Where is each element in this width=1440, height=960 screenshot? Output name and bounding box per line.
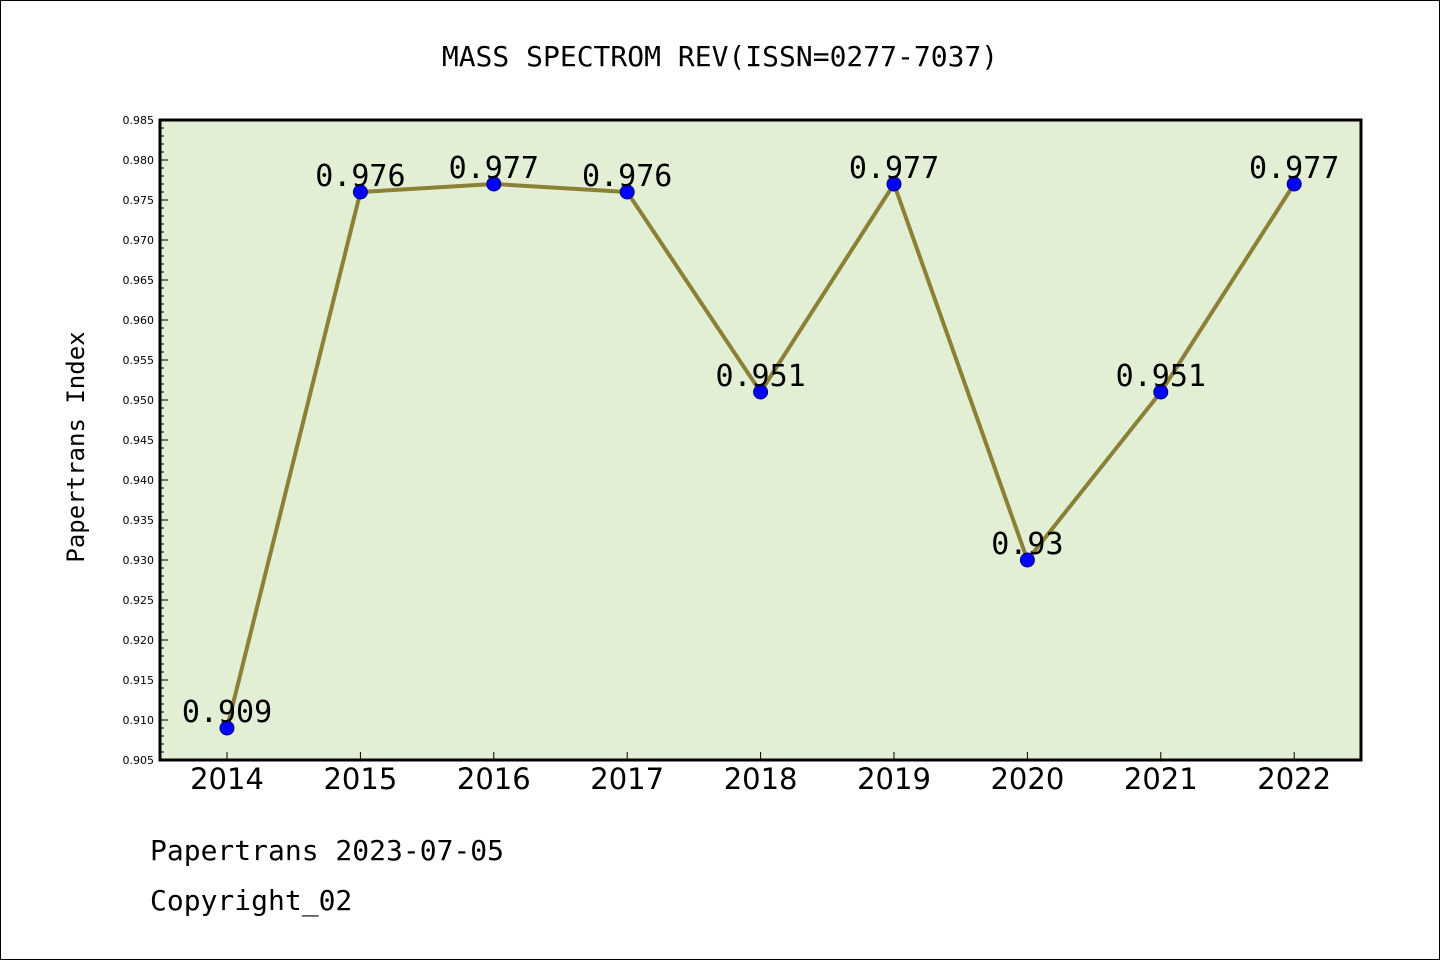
data-label: 0.909 [182, 695, 272, 730]
y-tick-label: 0.905 [123, 754, 155, 767]
x-tick-label: 2020 [990, 762, 1064, 796]
footer-date-text: Papertrans 2023-07-05 [150, 834, 505, 867]
y-tick-label: 0.980 [123, 154, 155, 167]
footer-copyright-text: Copyright_02 [150, 884, 353, 917]
y-tick-label: 0.935 [123, 514, 155, 527]
y-tick-label: 0.930 [123, 554, 155, 567]
y-tick-label: 0.985 [123, 114, 155, 127]
y-tick-label: 0.975 [123, 194, 155, 207]
y-tick-label: 0.960 [123, 314, 155, 327]
y-tick-label: 0.920 [123, 634, 155, 647]
chart-title: MASS SPECTROM REV(ISSN=0277-7037) [442, 40, 998, 73]
plot-border [158, 118, 1363, 762]
data-point-marker [1019, 552, 1035, 568]
x-tick-label: 2018 [724, 762, 798, 796]
data-label: 0.977 [1249, 151, 1339, 186]
data-label: 0.976 [582, 159, 672, 194]
plot-area: 0.905 0.910 0.915 0.920 0.925 0.930 0.935 0.940… [123, 114, 1363, 796]
y-axis-label: Papertrans Index [62, 331, 90, 562]
data-label: 0.976 [315, 159, 405, 194]
data-point-marker [753, 384, 769, 400]
y-tick-label: 0.955 [123, 354, 155, 367]
x-tick-label: 2014 [190, 762, 264, 796]
data-point-marker [352, 184, 368, 200]
x-tick-label: 2015 [323, 762, 397, 796]
data-point-marker [1153, 384, 1169, 400]
data-label: 0.93 [991, 527, 1063, 562]
data-point-marker [1286, 176, 1302, 192]
x-tick-label: 2022 [1257, 762, 1331, 796]
y-tick-label: 0.945 [123, 434, 155, 447]
data-point-marker [486, 176, 502, 192]
y-tick-label: 0.915 [123, 674, 155, 687]
y-tick-label: 0.950 [123, 394, 155, 407]
data-point-marker [886, 176, 902, 192]
data-label: 0.977 [449, 151, 539, 186]
data-label: 0.977 [849, 151, 939, 186]
data-point-marker [219, 720, 235, 736]
y-tick-label: 0.940 [123, 474, 155, 487]
data-label: 0.951 [1116, 359, 1206, 394]
x-tick-label: 2017 [590, 762, 664, 796]
x-tick-label: 2019 [857, 762, 931, 796]
x-tick-label: 2021 [1124, 762, 1198, 796]
data-point-marker [619, 184, 635, 200]
data-label: 0.951 [715, 359, 805, 394]
y-tick-label: 0.925 [123, 594, 155, 607]
y-tick-label: 0.970 [123, 234, 155, 247]
x-tick-label: 2016 [457, 762, 531, 796]
y-tick-label: 0.965 [123, 274, 155, 287]
y-tick-label: 0.910 [123, 714, 155, 727]
plot-background [160, 120, 1361, 760]
